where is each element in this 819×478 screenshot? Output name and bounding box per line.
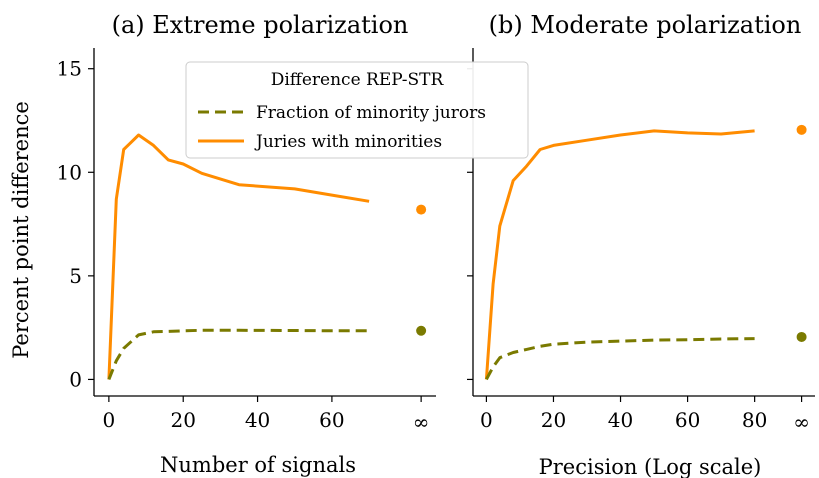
panel-a-line-fraction	[107, 328, 370, 380]
legend-box	[185, 61, 529, 159]
panel-b-infinity-point-fraction	[796, 331, 807, 342]
panel-a-ytick-label: 5	[69, 264, 82, 288]
panel-b-xtick-label: 80	[742, 408, 767, 432]
legend-label-fraction: Fraction of minority jurors	[256, 103, 486, 123]
panel-a-xtick-label: 60	[319, 408, 344, 432]
legend: Difference REP-STR Fraction of minority …	[185, 61, 529, 159]
panel-b-xlabel: Precision (Log scale)	[539, 455, 762, 478]
panel-a: (a) Extreme polarization Number of signa…	[57, 11, 436, 477]
panel-b-xtick-label: 0	[480, 408, 493, 432]
panel-a-infinity-point-fraction	[416, 325, 427, 336]
panel-b-series	[484, 124, 807, 381]
panel-b-xtick-label: 20	[541, 408, 566, 432]
panel-a-line-juries	[107, 133, 370, 380]
panel-b-infinity-tick-label: ∞	[793, 410, 810, 434]
panel-a-ytick-label: 10	[57, 160, 82, 184]
panel-a-ytick-label: 15	[57, 57, 82, 81]
panel-a-ytick-label: 0	[69, 367, 82, 391]
panel-a-xlabel: Number of signals	[160, 453, 356, 477]
panel-a-xtick-label: 0	[103, 408, 116, 432]
panel-b-title: (b) Moderate polarization	[489, 11, 802, 39]
panel-a-ticks: 0 5 10 15 0 20 40 60 ∞	[57, 57, 430, 434]
panel-a-infinity-point-juries	[416, 204, 427, 215]
panel-a-title: (a) Extreme polarization	[112, 11, 409, 39]
panel-a-xtick-label: 40	[245, 408, 270, 432]
panel-b-infinity-point-juries	[796, 124, 807, 135]
panel-a-xtick-label: 20	[170, 408, 195, 432]
panel-a-infinity-tick-label: ∞	[413, 410, 430, 434]
panel-b-xtick-label: 60	[675, 408, 700, 432]
panel-b-line-juries	[484, 129, 755, 380]
y-axis-label: Percent point difference	[9, 101, 33, 359]
panel-b: (b) Moderate polarization Precision (Log…	[467, 11, 815, 478]
panel-b-xtick-label: 40	[608, 408, 633, 432]
panel-a-series	[107, 133, 427, 380]
legend-title: Difference REP-STR	[271, 70, 445, 90]
panel-b-line-fraction	[485, 337, 755, 381]
panel-b-ticks: 0 20 40 60 80 ∞	[467, 68, 810, 434]
legend-label-juries: Juries with minorities	[254, 132, 442, 152]
